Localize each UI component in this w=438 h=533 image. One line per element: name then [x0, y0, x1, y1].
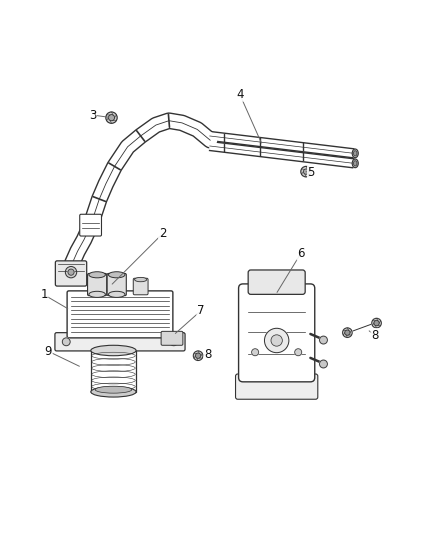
Ellipse shape — [91, 386, 136, 397]
FancyBboxPatch shape — [133, 278, 148, 295]
Text: 2: 2 — [159, 228, 166, 240]
Text: 1: 1 — [40, 288, 48, 301]
Circle shape — [320, 336, 327, 344]
Circle shape — [265, 328, 289, 353]
Circle shape — [62, 338, 70, 346]
Ellipse shape — [89, 272, 106, 278]
FancyBboxPatch shape — [107, 273, 126, 296]
FancyBboxPatch shape — [55, 333, 185, 351]
Ellipse shape — [109, 272, 125, 278]
Text: 4: 4 — [236, 88, 244, 101]
Ellipse shape — [109, 292, 125, 297]
Ellipse shape — [95, 386, 132, 393]
Text: 5: 5 — [307, 166, 315, 180]
Circle shape — [345, 330, 350, 335]
Circle shape — [68, 269, 74, 275]
Ellipse shape — [352, 159, 358, 168]
Circle shape — [304, 169, 309, 174]
Text: 8: 8 — [204, 348, 212, 361]
Circle shape — [106, 112, 117, 123]
Ellipse shape — [353, 161, 357, 166]
Circle shape — [295, 349, 302, 356]
FancyBboxPatch shape — [80, 214, 102, 236]
Bar — [91, 351, 136, 392]
Ellipse shape — [134, 277, 147, 282]
Text: 6: 6 — [297, 247, 304, 260]
Circle shape — [271, 335, 283, 346]
Circle shape — [374, 320, 379, 326]
FancyBboxPatch shape — [239, 284, 315, 382]
Ellipse shape — [352, 149, 358, 158]
Circle shape — [372, 318, 381, 328]
Circle shape — [193, 351, 203, 360]
Ellipse shape — [91, 345, 136, 356]
Circle shape — [170, 338, 178, 346]
FancyBboxPatch shape — [55, 261, 87, 286]
Circle shape — [109, 115, 115, 120]
Ellipse shape — [353, 151, 357, 156]
Text: 9: 9 — [45, 345, 52, 358]
FancyBboxPatch shape — [161, 332, 183, 345]
Circle shape — [301, 166, 311, 177]
Circle shape — [320, 360, 327, 368]
Circle shape — [65, 266, 77, 278]
FancyBboxPatch shape — [248, 270, 305, 294]
Text: 3: 3 — [89, 109, 96, 122]
Circle shape — [252, 349, 258, 356]
Text: 8: 8 — [371, 329, 378, 342]
FancyBboxPatch shape — [67, 291, 173, 338]
Circle shape — [195, 353, 201, 358]
Text: 7: 7 — [197, 304, 205, 317]
Ellipse shape — [89, 292, 106, 297]
Circle shape — [343, 328, 352, 337]
FancyBboxPatch shape — [88, 273, 107, 296]
FancyBboxPatch shape — [236, 374, 318, 399]
